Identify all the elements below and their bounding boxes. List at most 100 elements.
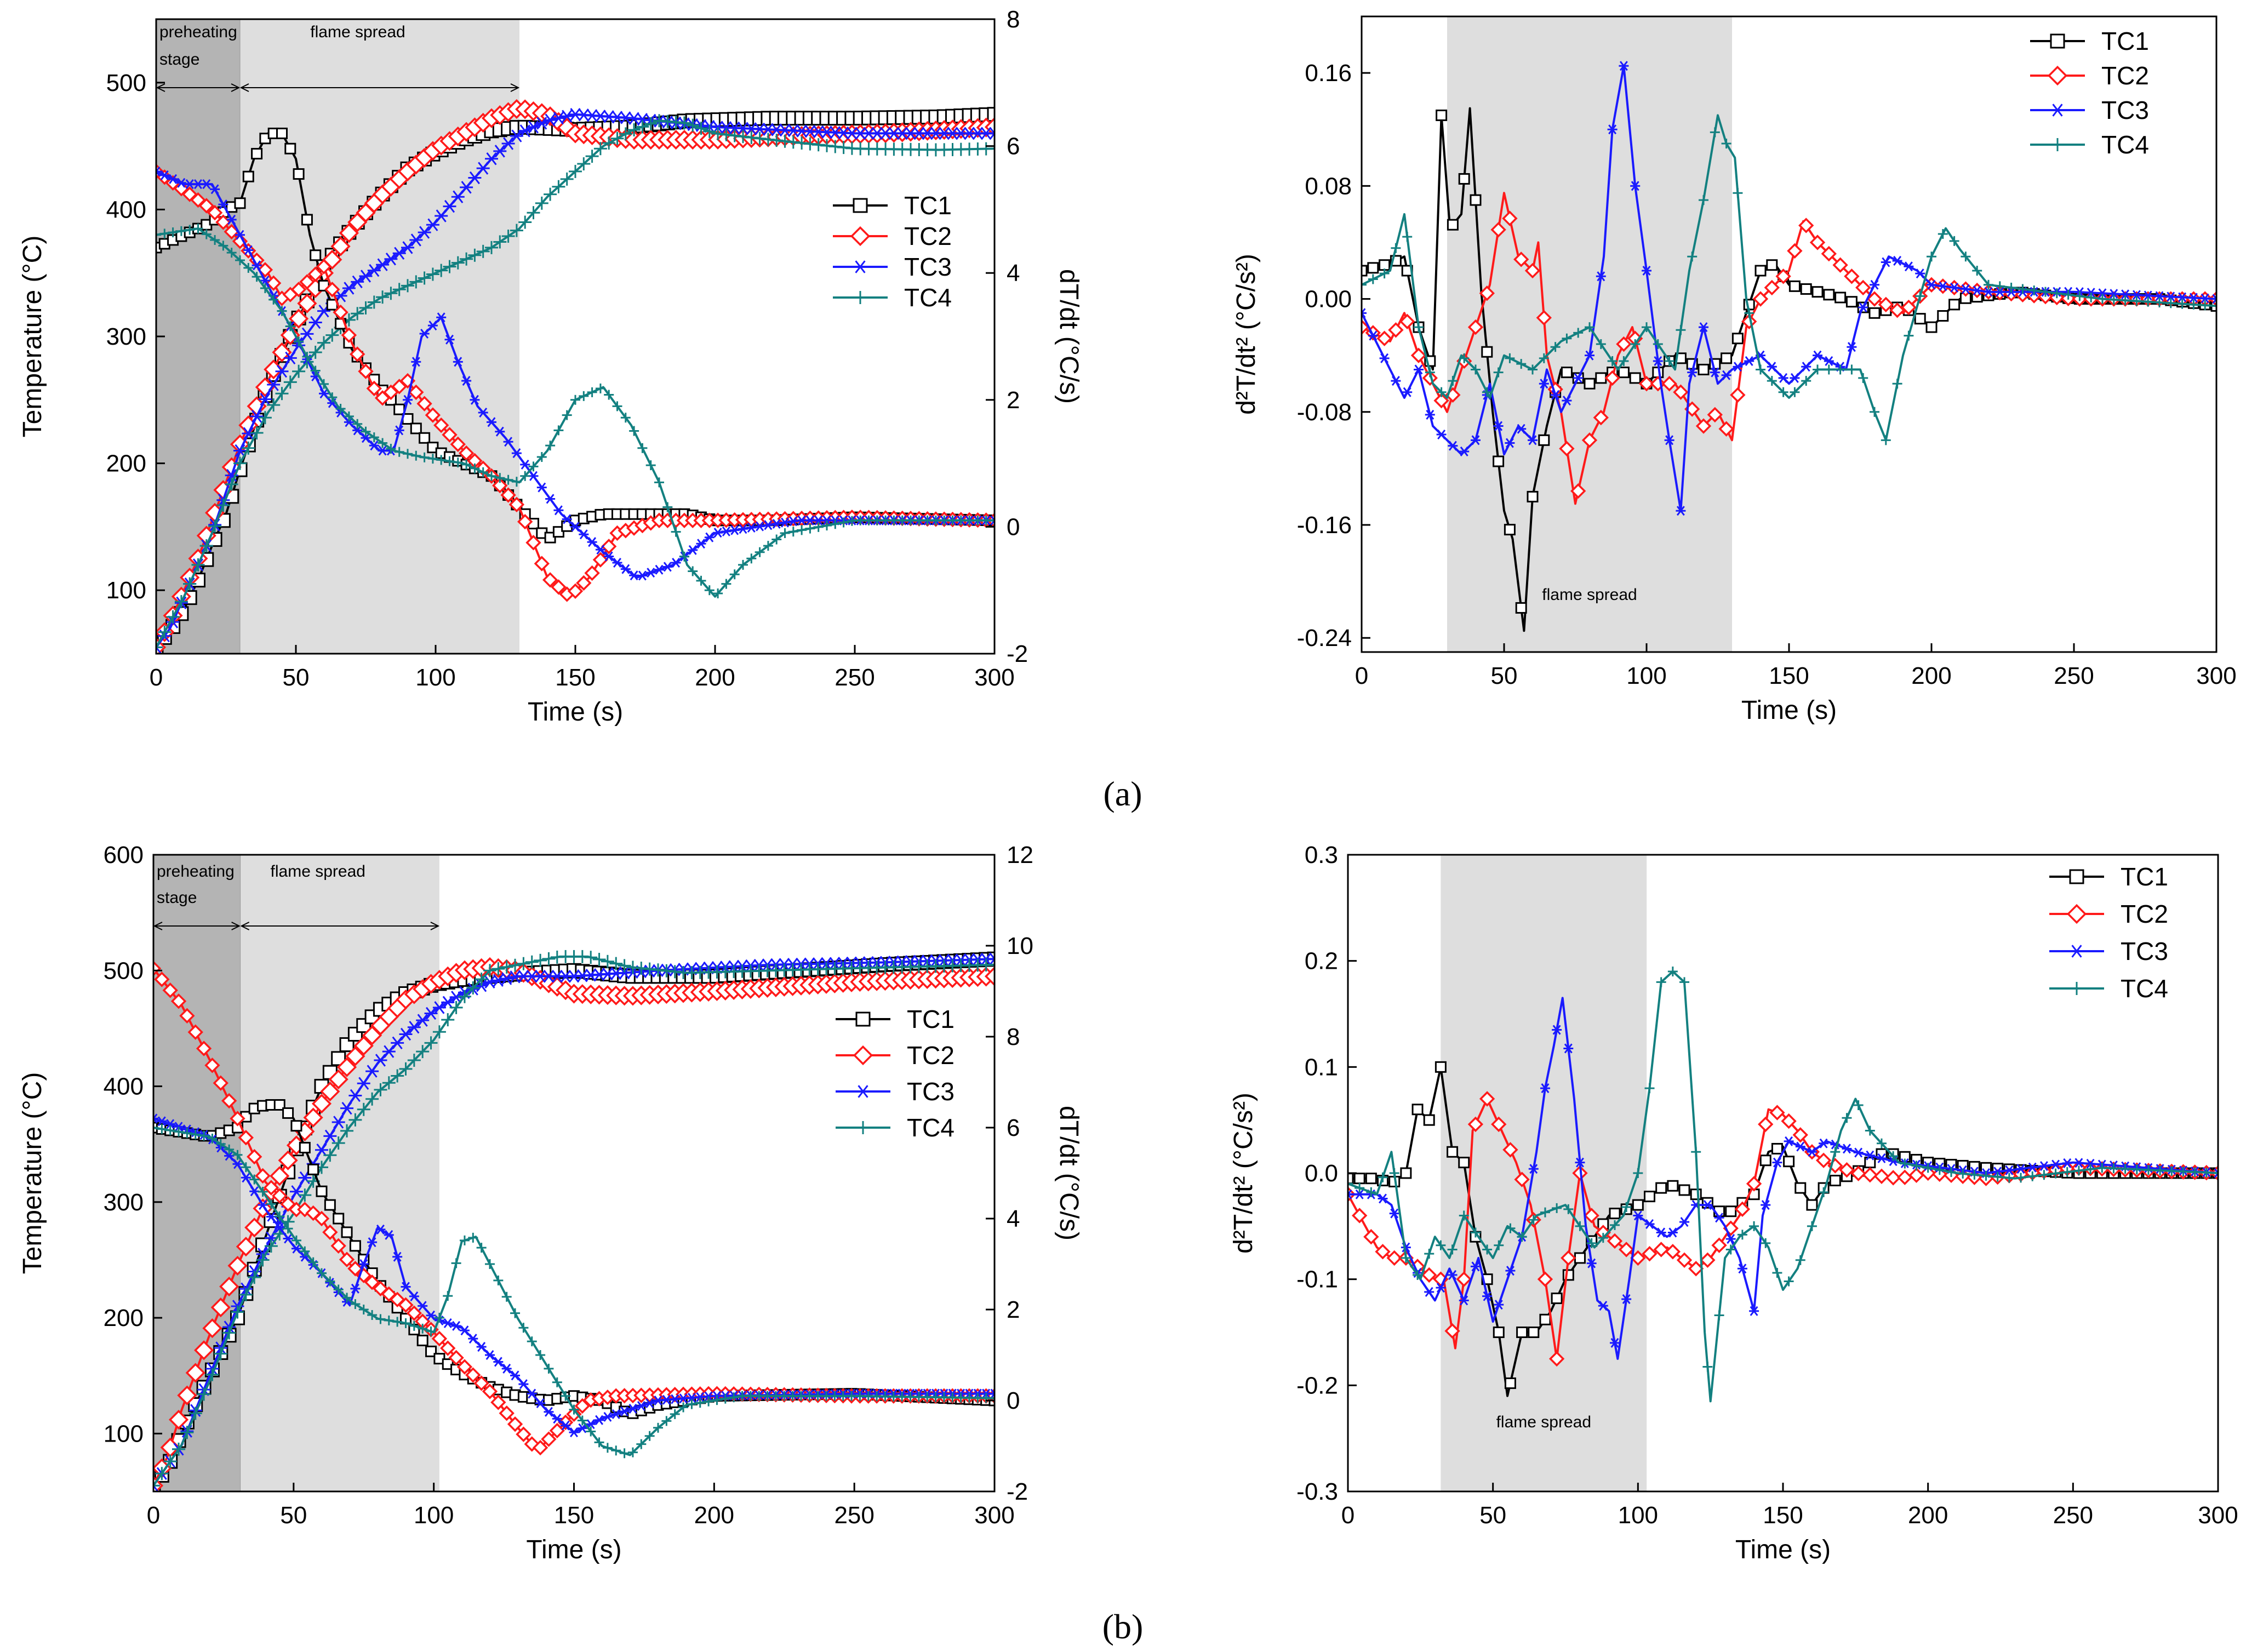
tc1-marker [1655, 1182, 1667, 1194]
tc2-marker [1734, 1201, 1751, 1217]
tc3-marker [502, 1363, 511, 1374]
tc3-marker [1575, 1157, 1584, 1168]
tc3-marker [739, 524, 747, 534]
tc2-marker [1798, 218, 1814, 233]
tc2-marker [1676, 1252, 1693, 1268]
tc3-marker [1808, 1147, 1816, 1157]
tc2-marker [1878, 296, 1894, 313]
tc2-marker [1839, 1162, 1855, 1178]
tc3-marker [730, 525, 739, 535]
tc3-marker [156, 166, 161, 173]
tc2-marker [1467, 319, 1484, 335]
tc2-marker [1570, 483, 1586, 499]
tc3-marker [427, 218, 438, 231]
tc1-marker [1731, 333, 1744, 345]
tc2-marker [1844, 268, 1860, 284]
tc3-marker [333, 1116, 344, 1129]
tc2-marker [1388, 322, 1404, 338]
tc1-marker [1400, 1167, 1412, 1179]
tc2-marker [2047, 65, 2068, 86]
tc2-marker [1513, 251, 1529, 267]
tc3-marker [2144, 290, 2152, 301]
y-tick-label: 0.16 [1305, 60, 1352, 87]
tc3-marker [250, 1186, 259, 1197]
tc3-marker [2086, 1158, 2095, 1169]
tc3-marker [544, 1407, 553, 1417]
tc3-marker [437, 312, 445, 323]
tc3-marker [2016, 1164, 2025, 1174]
legend-item-tc2: TC2 [2049, 900, 2168, 928]
y-tick-label: 100 [106, 577, 146, 604]
x-axis-label: Time (s) [526, 1535, 621, 1564]
tc3-marker [688, 545, 697, 555]
series-tc3-rate [156, 166, 995, 581]
legend-item-tc3: TC3 [836, 1077, 955, 1106]
x-tick-label: 200 [695, 664, 735, 691]
tc2-marker [207, 205, 223, 221]
tc3-marker [863, 127, 875, 140]
tc2-marker [336, 1057, 357, 1077]
tc2-marker [551, 579, 567, 595]
tc2-marker [270, 1166, 290, 1186]
tc3-marker [410, 233, 421, 247]
tc3-marker [830, 126, 841, 139]
tc3-marker [628, 112, 639, 125]
legend-item-tc2: TC2 [833, 222, 952, 250]
tc3-marker [562, 110, 573, 123]
tc3-marker [194, 179, 202, 190]
tc3-marker [284, 1233, 293, 1244]
tc1-marker [1470, 194, 1482, 206]
tc3-marker [1380, 353, 1389, 363]
tc1-marker [316, 1185, 328, 1197]
tc2-marker [853, 1045, 873, 1066]
tc1-marker [1493, 455, 1505, 467]
tc3-marker [1893, 255, 1902, 266]
tc1-marker [1632, 1199, 1644, 1211]
tc3-marker [637, 1401, 645, 1411]
tc3-marker [470, 395, 479, 405]
tc3-marker [1993, 1167, 2002, 1177]
tc3-marker [310, 316, 321, 329]
tc3-marker [2201, 293, 2209, 304]
tc3-marker [922, 127, 933, 140]
series-line [1348, 970, 2218, 1403]
legend-item-tc1: TC1 [2049, 862, 2168, 891]
tc2-marker [1781, 1113, 1797, 1129]
tc3-marker [344, 282, 355, 295]
tc3-marker [419, 226, 430, 239]
tc3-marker [721, 121, 731, 134]
tc2-marker [1593, 409, 1609, 426]
tc2-marker [345, 1046, 365, 1066]
tc2-marker [456, 1359, 473, 1375]
tc3-marker [989, 127, 995, 135]
tc2-marker [473, 1375, 489, 1391]
legend-item-tc1: TC1 [2030, 27, 2149, 55]
tc1-marker [1794, 1182, 1807, 1194]
tc2-marker [198, 198, 214, 214]
tc2-marker [187, 1024, 203, 1040]
band-dark [153, 855, 241, 1491]
tc2-marker [1700, 1252, 1716, 1268]
tc3-marker [1403, 387, 1411, 397]
tc3-marker [1819, 1138, 1828, 1148]
chart-a_right: flame spread 0 50 100 150 200 250 300 Time (s) -0… [1232, 15, 2237, 725]
tc3-marker [1796, 1141, 1805, 1152]
tc3-marker [704, 1391, 713, 1402]
tc2-marker [984, 966, 995, 986]
tc3-marker [611, 111, 623, 124]
tc1-marker [1800, 283, 1812, 295]
x-tick-label: 150 [555, 664, 595, 691]
tc3-marker [1927, 279, 1936, 290]
x-tick-label: 200 [1908, 1502, 1948, 1529]
legend: TC1 TC2 TC3 TC4 [2030, 27, 2149, 159]
tc3-marker [1552, 1025, 1561, 1035]
tc3-marker [227, 214, 236, 225]
tc3-marker [2189, 293, 2198, 303]
tc3-marker [477, 1342, 486, 1352]
x-tick-label: 200 [1911, 662, 1951, 689]
tc3-marker [243, 427, 254, 440]
y2-tick-label: -2 [1007, 1478, 1028, 1505]
tc1-marker [1379, 259, 1391, 271]
tc3-marker [2098, 288, 2107, 299]
tc3-marker [813, 125, 824, 139]
